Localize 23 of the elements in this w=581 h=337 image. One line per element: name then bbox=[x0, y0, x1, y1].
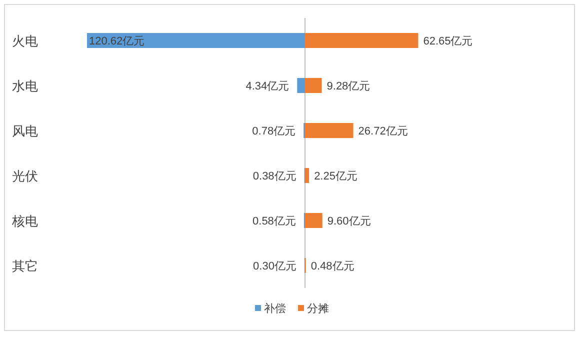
data-label: 9.28亿元 bbox=[326, 80, 370, 92]
data-label: 62.65亿元 bbox=[423, 36, 473, 48]
y-tick-label: 水电 bbox=[12, 78, 38, 94]
bar bbox=[305, 213, 322, 228]
y-tick-label: 其它 bbox=[12, 258, 38, 274]
y-tick-label: 核电 bbox=[11, 214, 38, 228]
data-label: 26.72亿元 bbox=[358, 126, 408, 138]
data-label: 2.25亿元 bbox=[314, 170, 358, 182]
data-label: 0.30亿元 bbox=[253, 260, 296, 272]
data-label: 120.62亿元 bbox=[89, 36, 145, 48]
legend-label: 补偿 bbox=[264, 302, 286, 315]
data-label: 0.38亿元 bbox=[252, 170, 296, 182]
data-label: 0.78亿元 bbox=[252, 126, 296, 138]
y-tick-label: 火电 bbox=[12, 34, 38, 48]
legend-label: 分摊 bbox=[307, 303, 329, 315]
data-label: 9.60亿元 bbox=[327, 216, 371, 228]
data-label: 0.58亿元 bbox=[252, 216, 296, 228]
data-label: 4.34亿元 bbox=[246, 80, 290, 92]
data-label: 0.48亿元 bbox=[310, 260, 354, 272]
y-tick-label: 风电 bbox=[12, 124, 38, 138]
y-tick-label: 光伏 bbox=[12, 168, 38, 184]
bar bbox=[305, 123, 354, 138]
bar bbox=[305, 168, 310, 183]
